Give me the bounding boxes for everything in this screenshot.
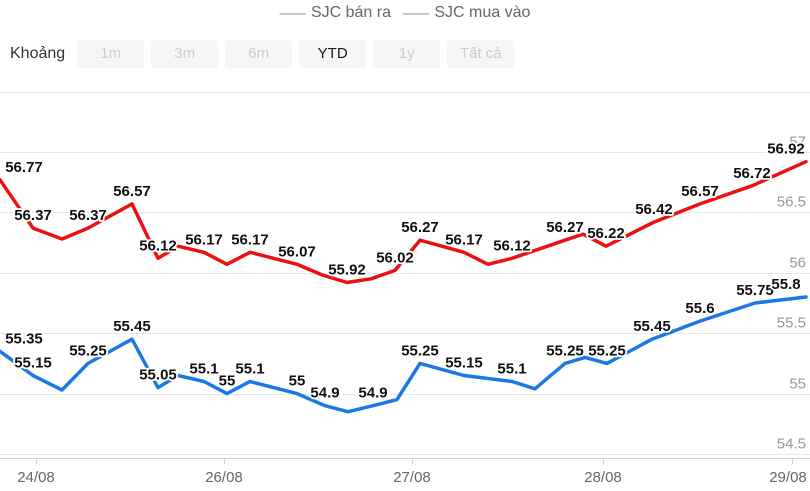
legend-line-icon: ––– — [403, 3, 429, 22]
buy-point-label: 55.6 — [685, 300, 714, 317]
x-axis-label: 26/08 — [205, 469, 243, 486]
y-axis-label: 57 — [789, 134, 806, 151]
sell-point-label: 56.27 — [546, 219, 584, 236]
buy-point-label: 55.8 — [771, 276, 800, 293]
range-button-3m[interactable]: 3m — [151, 40, 219, 68]
range-selector: Khoảng 1m 3m 6m YTD 1y Tất cả — [10, 40, 521, 68]
buy-point-label: 55.35 — [5, 330, 43, 347]
sell-point-label: 56.17 — [445, 231, 483, 248]
sell-point-label: 56.02 — [376, 249, 414, 266]
range-button-1m[interactable]: 1m — [77, 40, 145, 68]
buy-point-label: 55.45 — [633, 318, 671, 335]
sell-point-label: 56.22 — [587, 225, 625, 242]
x-axis-label: 27/08 — [393, 469, 431, 486]
x-axis-label: 29/08 — [769, 469, 807, 486]
sell-point-label: 56.37 — [14, 207, 52, 224]
sell-point-label: 56.92 — [767, 141, 805, 158]
buy-point-label: 55.05 — [139, 367, 177, 384]
buy-point-label: 55.1 — [189, 361, 218, 378]
buy-point-label: 54.9 — [358, 385, 387, 402]
sell-point-label: 56.17 — [231, 231, 269, 248]
sell-point-label: 56.57 — [681, 183, 719, 200]
buy-point-label: 55.25 — [588, 342, 626, 359]
range-button-6m[interactable]: 6m — [225, 40, 293, 68]
buy-point-label: 54.9 — [310, 385, 339, 402]
range-button-1y[interactable]: 1y — [373, 40, 441, 68]
y-axis-label: 56.5 — [777, 194, 806, 211]
buy-point-label: 55.45 — [113, 318, 151, 335]
buy-point-label: 55.15 — [14, 355, 52, 372]
buy-point-label: 55.1 — [497, 361, 526, 378]
sell-point-label: 56.57 — [113, 183, 151, 200]
legend-line-icon: ––– — [279, 3, 306, 22]
sell-point-label: 55.92 — [328, 262, 366, 279]
sell-point-label: 56.17 — [185, 231, 223, 248]
buy-point-label: 55.25 — [401, 342, 439, 359]
buy-point-label: 55 — [289, 373, 306, 390]
sell-point-label: 56.42 — [635, 201, 673, 218]
x-axis-label: 24/08 — [17, 469, 55, 486]
buy-point-label: 55.75 — [736, 282, 774, 299]
sell-point-label: 56.27 — [401, 219, 439, 236]
series-line-buy[interactable] — [0, 295, 808, 414]
buy-point-label: 55.25 — [546, 342, 584, 359]
series-line-sell[interactable] — [0, 159, 808, 285]
y-axis-label: 55.5 — [777, 315, 806, 332]
sell-point-label: 56.12 — [493, 237, 531, 254]
legend-item-buy-label: SJC mua vào — [434, 4, 531, 21]
y-axis-label: 55 — [789, 376, 806, 393]
range-button-all[interactable]: Tất cả — [447, 40, 515, 68]
range-button-ytd[interactable]: YTD — [299, 40, 367, 68]
legend-item-sell-label: SJC bán ra — [310, 4, 391, 21]
buy-point-label: 55.25 — [69, 342, 107, 359]
buy-point-label: 55 — [219, 373, 236, 390]
legend-item-buy[interactable]: ––– SJC mua vào — [403, 3, 530, 23]
buy-point-label: 55.15 — [445, 355, 483, 372]
range-selector-label: Khoảng — [10, 45, 66, 62]
y-axis-label: 54.5 — [777, 436, 806, 453]
sell-point-label: 56.77 — [5, 159, 43, 176]
sell-point-label: 56.12 — [139, 237, 177, 254]
sell-point-label: 56.72 — [733, 165, 771, 182]
sell-point-label: 56.37 — [69, 207, 107, 224]
buy-point-label: 55.1 — [235, 361, 264, 378]
y-axis-label: 56 — [789, 255, 806, 272]
x-axis-label: 28/08 — [584, 469, 622, 486]
sell-point-label: 56.07 — [278, 243, 316, 260]
legend-item-sell[interactable]: ––– SJC bán ra — [280, 3, 391, 23]
chart-legend: ––– SJC bán ra ––– SJC mua vào — [0, 3, 810, 23]
